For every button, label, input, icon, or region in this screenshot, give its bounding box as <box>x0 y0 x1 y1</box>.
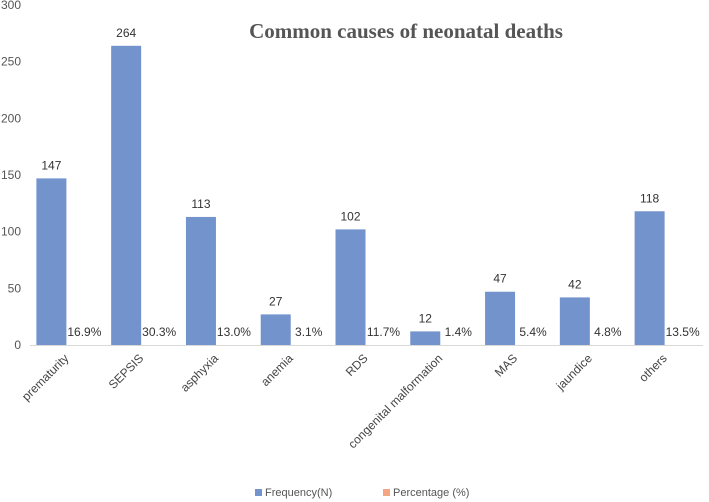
data-label-percentage: 13.5% <box>666 325 700 339</box>
data-label-percentage: 13.0% <box>217 325 251 339</box>
data-label-frequency: 42 <box>568 277 582 291</box>
data-label-frequency: 12 <box>419 311 433 325</box>
y-axis: 0 50 100 150 200 250 300 <box>1 0 21 352</box>
data-label-percentage: 11.7% <box>367 325 400 339</box>
y-tick-label: 300 <box>1 0 21 12</box>
y-tick-label: 100 <box>1 225 21 239</box>
data-label-frequency: 102 <box>340 209 360 223</box>
data-label-frequency: 113 <box>191 197 210 211</box>
category-label: RDS <box>343 351 371 379</box>
bar-frequency-anemia <box>261 314 291 345</box>
chart-title: Common causes of neonatal deaths <box>249 19 563 43</box>
data-label-percentage: 30.3% <box>142 325 176 339</box>
legend-label-frequency: Frequency(N) <box>265 487 332 499</box>
bar-percentage-anemia <box>293 341 323 345</box>
data-label-frequency: 118 <box>640 191 659 205</box>
bars <box>36 46 696 345</box>
category-label: prematurity <box>19 351 71 403</box>
bar-chart: Common causes of neonatal deaths 0 50 100 1… <box>0 0 709 502</box>
legend-swatch-frequency <box>255 489 262 496</box>
bar-frequency-prematurity <box>36 178 66 345</box>
bar-frequency-mas <box>485 292 515 345</box>
category-label: SEPSIS <box>106 351 147 392</box>
data-label-percentage: 3.1% <box>295 325 323 339</box>
category-label: asphyxia <box>178 351 222 395</box>
bar-percentage-jaundice <box>592 340 622 345</box>
bar-frequency-asphyxia <box>186 217 216 345</box>
y-tick-label: 250 <box>1 55 21 69</box>
data-label-frequency: 264 <box>116 26 136 40</box>
y-tick-label: 200 <box>1 111 21 125</box>
category-label: jaundice <box>553 351 595 393</box>
data-label-percentage: 16.9% <box>67 325 101 339</box>
data-label-frequency: 47 <box>493 272 507 286</box>
bar-frequency-sepsis <box>111 46 141 345</box>
category-label: MAS <box>492 351 520 379</box>
legend-label-percentage: Percentage (%) <box>393 487 469 499</box>
data-label-percentage: 1.4% <box>445 325 473 339</box>
category-label: anemia <box>258 351 296 389</box>
y-tick-label: 150 <box>1 168 21 182</box>
bar-frequency-congenital-malformation <box>410 331 440 345</box>
bar-frequency-jaundice <box>560 297 590 345</box>
category-label: others <box>636 351 669 384</box>
data-label-frequency: 27 <box>269 294 283 308</box>
category-labels: prematurity SEPSIS asphyxia anemia RDScongen… <box>19 351 670 451</box>
data-label-frequency: 147 <box>41 158 61 172</box>
legend-swatch-percentage <box>383 489 390 496</box>
data-label-percentage: 4.8% <box>594 325 622 339</box>
bar-frequency-others <box>635 211 665 345</box>
percentage-labels: 16.9% 30.3% 13.0% 3.1% 11.7% 1.4% 5.4% 4.8% 13.5… <box>67 325 700 339</box>
y-tick-label: 0 <box>14 338 21 352</box>
bar-percentage-mas <box>517 339 547 345</box>
y-tick-label: 50 <box>8 281 22 295</box>
data-label-percentage: 5.4% <box>519 325 547 339</box>
legend: Frequency(N) Percentage (%) <box>255 487 469 499</box>
bar-percentage-congenital-malformation <box>442 343 472 345</box>
bar-frequency-rds <box>336 229 366 345</box>
